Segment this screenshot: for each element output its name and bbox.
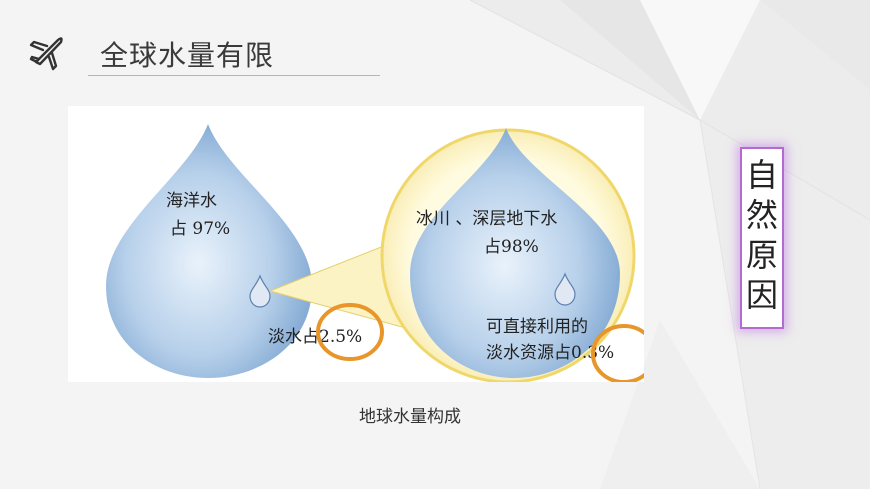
small-water-drop-icon	[554, 272, 576, 306]
cause-label-box: 自然原因	[740, 147, 784, 329]
cause-label-text: 自然原因	[745, 156, 778, 314]
highlight-ring-freshwater	[316, 303, 384, 361]
diagram-caption: 地球水量构成	[359, 407, 461, 427]
slide-header: 全球水量有限	[28, 28, 388, 80]
title-underline	[88, 75, 380, 76]
large-water-drop	[106, 124, 312, 378]
ocean-water-label: 海洋水	[166, 191, 217, 211]
glacier-groundwater-percent: 占98%	[484, 237, 539, 257]
usable-freshwater-percent: 淡水资源占0.3%	[486, 343, 614, 363]
ocean-water-percent: 占 97%	[170, 219, 230, 239]
freshwater-percent-label: 淡水占2.5%	[268, 327, 362, 347]
water-composition-diagram: 海洋水 占 97% 淡水占2.5% 冰川 、深层地下水 占98% 可直接利用的 …	[68, 106, 657, 384]
airplane-icon	[29, 37, 63, 71]
usable-freshwater-label: 可直接利用的	[486, 317, 588, 337]
inner-water-drop	[410, 128, 620, 378]
glacier-groundwater-label: 冰川 、深层地下水	[416, 209, 557, 229]
page-title: 全球水量有限	[100, 39, 275, 72]
